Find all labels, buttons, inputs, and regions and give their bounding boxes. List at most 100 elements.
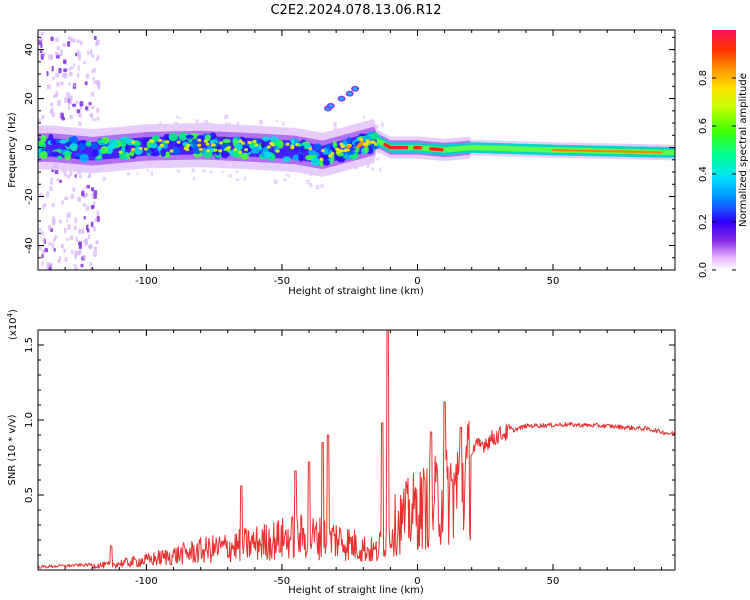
- ridge-peak: [227, 145, 232, 150]
- snr-panel: -100 -50 0 50 0.5 1.0 1.5 Height of straight l…: [6, 309, 676, 596]
- ridge-peak: [210, 143, 215, 147]
- noise-speckle: [306, 182, 310, 185]
- noise-speckle: [88, 101, 92, 106]
- noise-speckle: [95, 240, 99, 245]
- noise-speckle: [77, 196, 82, 202]
- noise-speckle: [43, 203, 47, 207]
- noise-speckle: [93, 80, 97, 85]
- noise-speckle: [41, 249, 45, 255]
- ridge-clump: [260, 139, 265, 149]
- noise-speckle: [67, 224, 71, 230]
- ridge-clump: [192, 145, 202, 155]
- chart-title: C2E2.2024.078.13.06.R12: [270, 3, 441, 18]
- noise-speckle: [46, 70, 49, 77]
- colorbar-tick-label: 0.2: [698, 214, 709, 230]
- noise-speckle: [92, 226, 96, 232]
- ridge-peak: [319, 157, 324, 161]
- ridge-clump: [361, 135, 372, 142]
- noise-speckle: [72, 187, 76, 192]
- y-tick-label: 1.0: [24, 412, 35, 428]
- noise-speckle: [38, 245, 42, 251]
- noise-speckle: [66, 174, 71, 179]
- noise-speckle: [87, 50, 90, 56]
- spectrogram-frame: [37, 29, 676, 271]
- noise-speckle: [95, 42, 99, 46]
- svg-text:(x104): (x104): [6, 309, 19, 340]
- ridge-peak: [290, 144, 295, 148]
- noise-speckle: [91, 54, 95, 58]
- noise-speckle: [176, 115, 180, 119]
- ridge-peak: [213, 148, 218, 152]
- ridge-clump: [151, 151, 159, 157]
- noise-speckle: [306, 179, 310, 183]
- ridge-clump: [50, 139, 57, 145]
- noise-speckle: [72, 38, 76, 43]
- noise-speckle: [72, 103, 76, 107]
- ridge-peak: [238, 150, 243, 155]
- noise-speckle: [146, 169, 150, 172]
- ridge-clump: [160, 148, 167, 157]
- noise-speckle: [85, 205, 90, 211]
- spectrogram-ylabel: Frequency (Hz): [7, 112, 18, 188]
- ridge-clump: [120, 140, 127, 149]
- noise-speckle: [40, 32, 45, 36]
- noise-speckle: [204, 119, 209, 125]
- ridge-peak: [362, 142, 368, 146]
- noise-speckle: [82, 254, 86, 260]
- noise-speckle: [77, 73, 80, 78]
- x-tick-label: -50: [274, 276, 290, 287]
- noise-speckle: [81, 191, 85, 197]
- noise-speckle: [201, 169, 206, 173]
- noise-speckle: [60, 81, 64, 86]
- noise-speckle: [70, 66, 74, 70]
- ridge-peak: [131, 140, 136, 144]
- noise-speckle: [63, 248, 67, 253]
- noise-speckle: [191, 168, 196, 173]
- noise-speckle: [90, 112, 94, 119]
- ridge-clump: [178, 132, 188, 141]
- ridge-peak: [197, 143, 202, 147]
- ridge-clump: [322, 159, 331, 166]
- noise-speckle: [78, 228, 82, 235]
- noise-speckle: [74, 267, 78, 270]
- ridge-peak: [138, 146, 143, 151]
- ridge-clump: [192, 138, 197, 147]
- ridge-clump: [264, 151, 273, 158]
- noise-speckle: [83, 61, 87, 65]
- ridge-peak: [338, 149, 344, 153]
- ridge-clump: [214, 146, 221, 156]
- noise-speckle: [93, 35, 97, 40]
- x-tick-label: -50: [274, 576, 290, 587]
- noise-speckle: [40, 50, 43, 54]
- noise-speckle: [78, 121, 82, 127]
- ridge-clump: [261, 136, 270, 142]
- ridge-clump: [100, 145, 109, 154]
- noise-speckle: [93, 194, 97, 199]
- noise-speckle: [228, 173, 232, 178]
- noise-speckle: [85, 106, 88, 111]
- spectrogram-panel: -100 -50 0 50 -40 -20 0 20 40 Height of straight…: [7, 29, 676, 297]
- ridge-peak: [205, 142, 210, 146]
- noise-speckle: [68, 82, 71, 86]
- ridge-peak: [238, 139, 243, 143]
- x-tick-label: 50: [547, 576, 560, 587]
- ridge-peak: [340, 144, 345, 148]
- noise-speckle: [178, 117, 182, 120]
- ridge-clump: [97, 139, 105, 144]
- ridge-peak: [241, 141, 246, 145]
- ridge-peak: [176, 140, 181, 144]
- ridge-clump: [39, 151, 48, 159]
- noise-speckle: [92, 204, 95, 209]
- ridge-clump: [251, 146, 261, 154]
- noise-speckle: [376, 157, 380, 161]
- noise-speckle: [275, 119, 279, 122]
- noise-speckle: [90, 92, 95, 97]
- ridge-clump: [108, 139, 119, 147]
- noise-speckle: [50, 36, 54, 42]
- y-tick-label: 0.5: [24, 487, 35, 503]
- ridge-clump: [92, 149, 99, 157]
- noise-speckle: [85, 73, 90, 79]
- ridge-peak: [206, 149, 211, 153]
- ridge-clump: [269, 136, 279, 142]
